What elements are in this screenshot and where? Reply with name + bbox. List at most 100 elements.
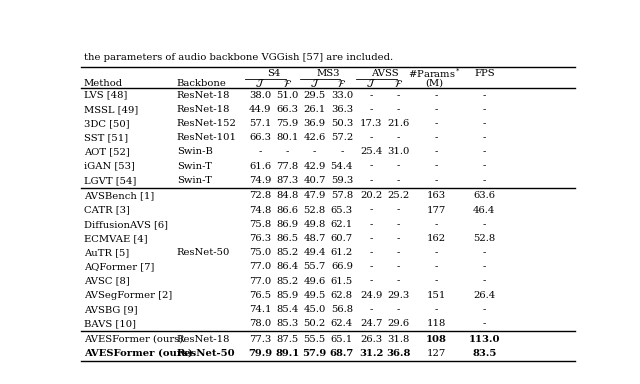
Text: ResNet-50: ResNet-50 [177,349,236,358]
Text: -: - [435,305,438,314]
Text: 55.5: 55.5 [303,335,326,344]
Text: 49.6: 49.6 [303,276,326,286]
Text: 21.6: 21.6 [387,119,410,128]
Text: AOT [52]: AOT [52] [84,147,130,156]
Text: 25.2: 25.2 [387,192,410,200]
Text: (M): (M) [426,79,444,88]
Text: MSSL [49]: MSSL [49] [84,105,138,114]
Text: -: - [435,91,438,100]
Text: 55.7: 55.7 [303,262,326,271]
Text: Swin-T: Swin-T [177,162,212,170]
Text: 29.5: 29.5 [303,91,326,100]
Text: 40.7: 40.7 [303,176,326,185]
Text: 31.0: 31.0 [387,147,410,156]
Text: -: - [435,119,438,128]
Text: $\mathcal{J}$: $\mathcal{J}$ [255,77,265,89]
Text: 56.8: 56.8 [331,305,353,314]
Text: -: - [435,133,438,142]
Text: 76.3: 76.3 [249,234,271,243]
Text: 77.0: 77.0 [249,276,271,286]
Text: 78.0: 78.0 [249,319,271,328]
Text: -: - [397,248,400,257]
Text: -: - [483,248,486,257]
Text: 108: 108 [426,335,447,344]
Text: 66.9: 66.9 [331,262,353,271]
Text: 86.4: 86.4 [276,262,298,271]
Text: AVESFormer (ours): AVESFormer (ours) [84,349,193,358]
Text: 36.3: 36.3 [331,105,353,114]
Text: 68.7: 68.7 [330,349,354,358]
Text: AVESFormer (ours): AVESFormer (ours) [84,335,183,344]
Text: -: - [397,262,400,271]
Text: LVS [48]: LVS [48] [84,91,127,100]
Text: 74.9: 74.9 [249,176,271,185]
Text: iGAN [53]: iGAN [53] [84,162,135,170]
Text: -: - [313,147,316,156]
Text: AuTR [5]: AuTR [5] [84,248,129,257]
Text: 85.2: 85.2 [276,276,298,286]
Text: ECMVAE [4]: ECMVAE [4] [84,234,148,243]
Text: -: - [435,220,438,229]
Text: 62.1: 62.1 [331,220,353,229]
Text: -: - [435,262,438,271]
Text: SST [51]: SST [51] [84,133,128,142]
Text: 26.1: 26.1 [303,105,326,114]
Text: 33.0: 33.0 [331,91,353,100]
Text: -: - [340,147,344,156]
Text: ResNet-50: ResNet-50 [177,248,230,257]
Text: -: - [483,147,486,156]
Text: 79.9: 79.9 [248,349,272,358]
Text: $\mathcal{J}$: $\mathcal{J}$ [310,77,319,89]
Text: -: - [397,91,400,100]
Text: -: - [369,234,373,243]
Text: $\mathcal{F}$: $\mathcal{F}$ [337,78,346,89]
Text: 61.6: 61.6 [249,162,271,170]
Text: 26.3: 26.3 [360,335,382,344]
Text: 75.9: 75.9 [276,119,298,128]
Text: -: - [369,162,373,170]
Text: -: - [435,105,438,114]
Text: 57.1: 57.1 [249,119,271,128]
Text: -: - [483,91,486,100]
Text: -: - [483,276,486,286]
Text: 38.0: 38.0 [249,91,271,100]
Text: 47.9: 47.9 [303,192,326,200]
Text: $\mathcal{F}$: $\mathcal{F}$ [394,78,403,89]
Text: CATR [3]: CATR [3] [84,205,130,215]
Text: 45.0: 45.0 [303,305,326,314]
Text: 24.7: 24.7 [360,319,382,328]
Text: MS3: MS3 [317,69,340,78]
Text: S4: S4 [267,69,280,78]
Text: BAVS [10]: BAVS [10] [84,319,136,328]
Text: 36.9: 36.9 [303,119,326,128]
Text: -: - [369,105,373,114]
Text: 72.8: 72.8 [249,192,271,200]
Text: 77.8: 77.8 [276,162,298,170]
Text: 127: 127 [426,349,445,358]
Text: the parameters of audio backbone VGGish [57] are included.: the parameters of audio backbone VGGish … [84,53,393,61]
Text: 85.9: 85.9 [276,291,298,300]
Text: 87.3: 87.3 [276,176,298,185]
Text: 85.2: 85.2 [276,248,298,257]
Text: -: - [483,105,486,114]
Text: -: - [397,305,400,314]
Text: -: - [435,276,438,286]
Text: 118: 118 [426,319,446,328]
Text: DiffusionAVS [6]: DiffusionAVS [6] [84,220,168,229]
Text: 49.5: 49.5 [303,291,326,300]
Text: 61.2: 61.2 [331,248,353,257]
Text: -: - [397,133,400,142]
Text: 61.5: 61.5 [331,276,353,286]
Text: -: - [483,133,486,142]
Text: -: - [369,220,373,229]
Text: -: - [483,305,486,314]
Text: 24.9: 24.9 [360,291,382,300]
Text: AVSC [8]: AVSC [8] [84,276,130,286]
Text: -: - [397,276,400,286]
Text: 36.8: 36.8 [387,349,411,358]
Text: -: - [435,176,438,185]
Text: -: - [369,133,373,142]
Text: 17.3: 17.3 [360,119,382,128]
Text: 151: 151 [426,291,446,300]
Text: 48.7: 48.7 [303,234,326,243]
